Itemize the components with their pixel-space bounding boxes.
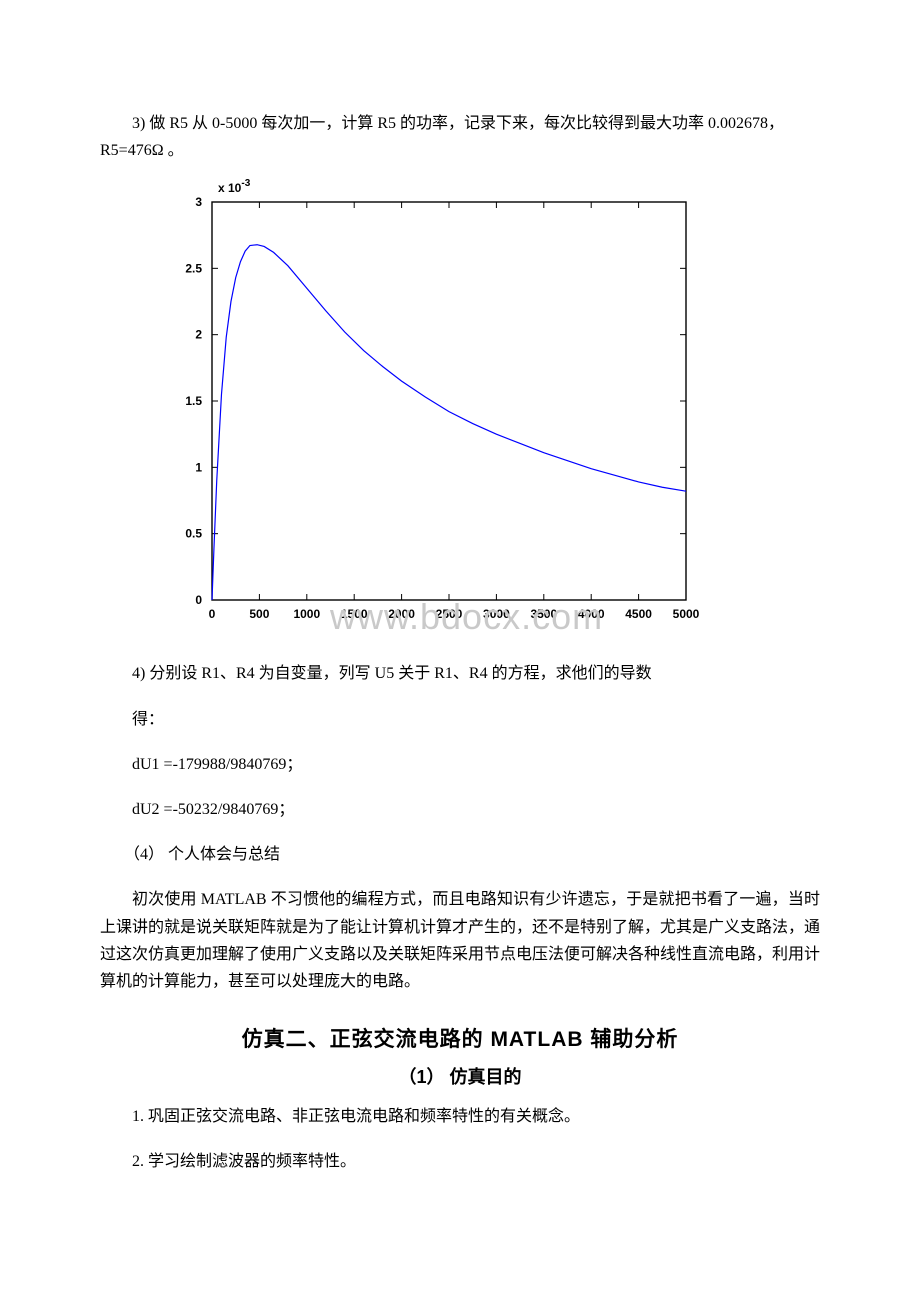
svg-text:3: 3 [195, 195, 202, 209]
svg-text:2000: 2000 [388, 607, 415, 621]
svg-text:4500: 4500 [625, 607, 652, 621]
svg-text:0.5: 0.5 [185, 527, 202, 541]
svg-text:1500: 1500 [341, 607, 368, 621]
svg-text:1: 1 [195, 461, 202, 475]
paragraph-section4-title: （4） 个人体会与总结 [100, 841, 820, 868]
power-vs-r5-chart: 0 500 1000 1500 2000 2500 3000 3500 4000 4500 5000… [140, 174, 820, 634]
paragraph-q4: 4) 分别设 R1、R4 为自变量，列写 U5 关于 R1、R4 的方程，求他们… [100, 660, 820, 687]
paragraph-reflection: 初次使用 MATLAB 不习惯他的编程方式，而且电路知识有少许遗忘，于是就把书看… [100, 886, 820, 995]
svg-text:4000: 4000 [578, 607, 605, 621]
svg-text:x 10-3: x 10-3 [218, 178, 251, 195]
svg-text:2.5: 2.5 [185, 262, 202, 276]
svg-text:0: 0 [195, 593, 202, 607]
sim2-heading: 仿真二、正弦交流电路的 MATLAB 辅助分析 [100, 1023, 820, 1053]
chart-svg: 0 500 1000 1500 2000 2500 3000 3500 4000 4500 5000… [140, 174, 700, 634]
paragraph-result-lead: 得： [100, 706, 820, 733]
svg-text:2500: 2500 [436, 607, 463, 621]
svg-text:3500: 3500 [530, 607, 557, 621]
paragraph-du1: dU1 =-179988/9840769； [100, 751, 820, 778]
purpose-item-2: 2. 学习绘制滤波器的频率特性。 [100, 1148, 820, 1175]
paragraph-r5-sweep: 3) 做 R5 从 0-5000 每次加一，计算 R5 的功率，记录下来，每次比… [100, 110, 820, 164]
sim2-purpose-heading: （1） 仿真目的 [100, 1063, 820, 1089]
svg-text:2: 2 [195, 328, 202, 342]
svg-text:500: 500 [249, 607, 269, 621]
paragraph-du2: dU2 =-50232/9840769； [100, 796, 820, 823]
purpose-item-1: 1. 巩固正弦交流电路、非正弦电流电路和频率特性的有关概念。 [100, 1103, 820, 1130]
svg-text:1.5: 1.5 [185, 394, 202, 408]
svg-text:3000: 3000 [483, 607, 510, 621]
svg-text:5000: 5000 [673, 607, 700, 621]
svg-text:1000: 1000 [293, 607, 320, 621]
svg-text:0: 0 [209, 607, 216, 621]
